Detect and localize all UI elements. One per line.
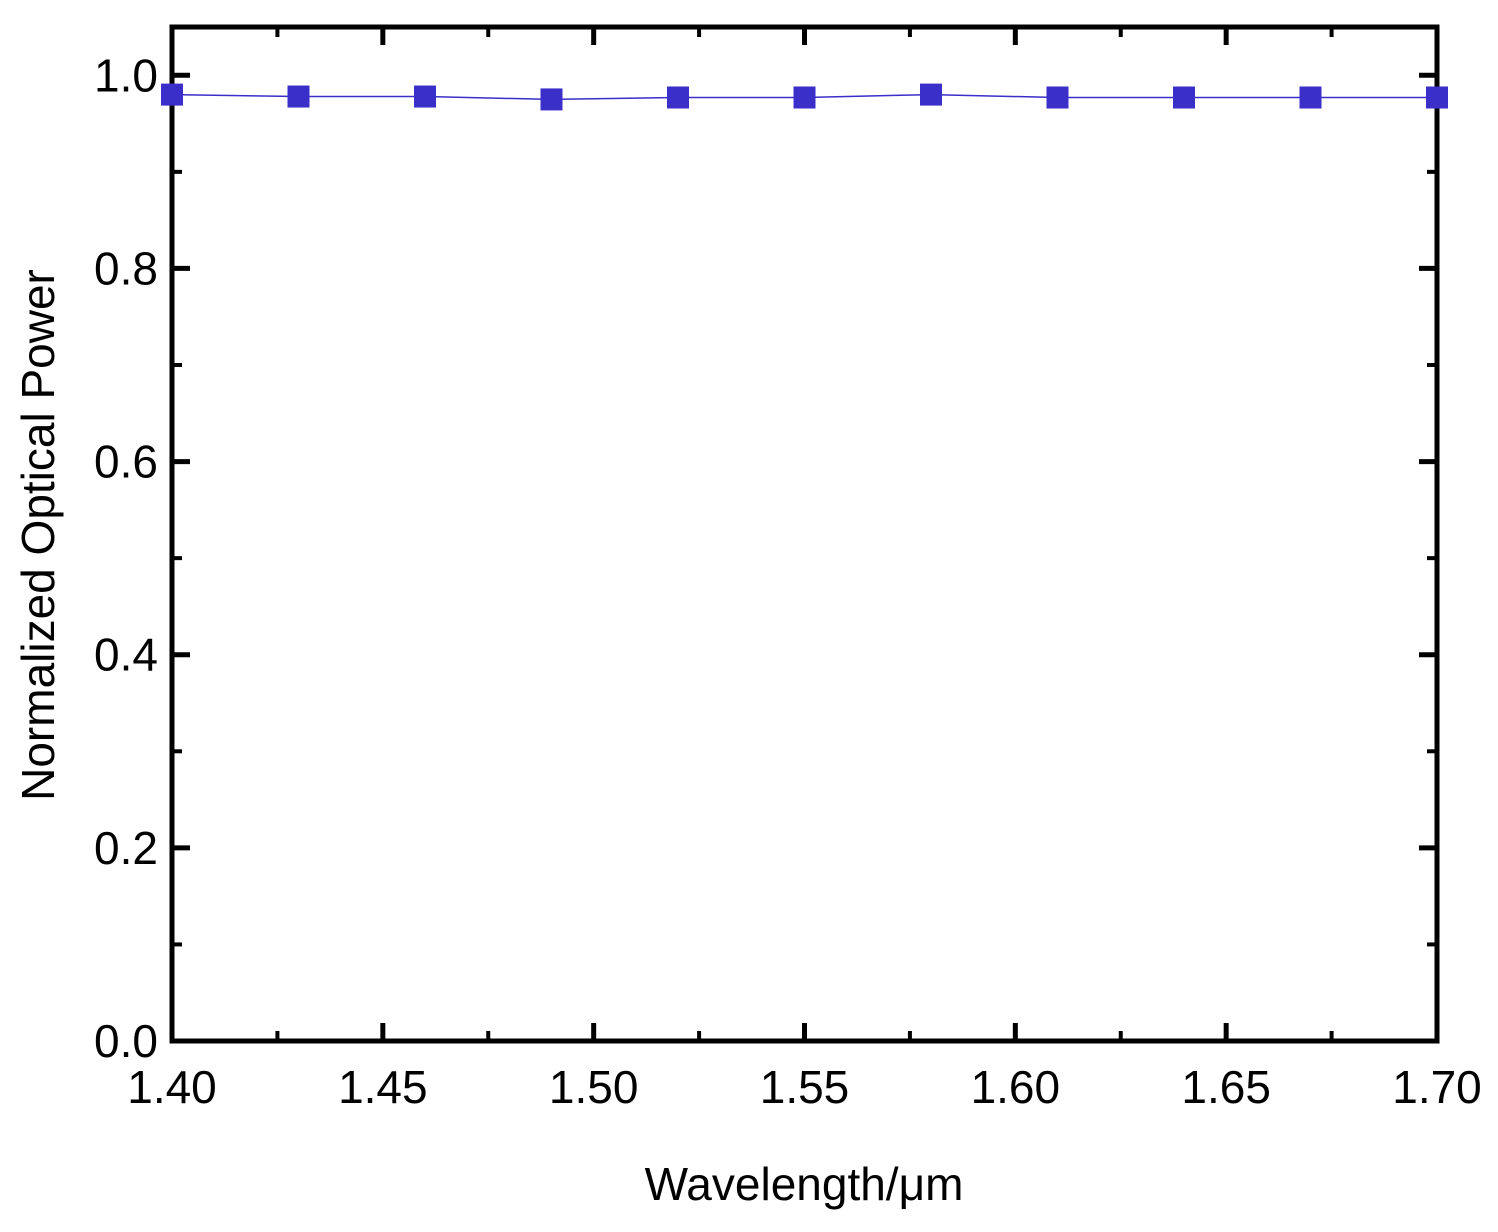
x-tick-label: 1.60 bbox=[971, 1061, 1061, 1113]
y-tick-label: 0.6 bbox=[94, 436, 158, 488]
marker bbox=[1426, 86, 1448, 109]
marker bbox=[920, 83, 942, 106]
marker bbox=[1046, 86, 1069, 109]
y-tick-label: 0.0 bbox=[94, 1015, 158, 1067]
y-tick-label: 1.0 bbox=[94, 49, 158, 101]
x-tick-label: 1.70 bbox=[1392, 1061, 1482, 1113]
x-tick-label: 1.40 bbox=[127, 1061, 217, 1113]
y-axis-label: Normalized Optical Power bbox=[12, 269, 64, 801]
y-tick-label: 0.8 bbox=[94, 242, 158, 294]
x-tick-label: 1.65 bbox=[1181, 1061, 1271, 1113]
x-tick-label: 1.55 bbox=[760, 1061, 850, 1113]
marker bbox=[414, 85, 436, 108]
marker bbox=[793, 86, 816, 109]
marker bbox=[540, 88, 563, 111]
marker bbox=[1299, 86, 1322, 109]
marker bbox=[1173, 86, 1195, 109]
x-tick-label: 1.50 bbox=[549, 1061, 639, 1113]
marker bbox=[161, 83, 183, 106]
y-tick-label: 0.4 bbox=[94, 629, 158, 681]
marker bbox=[287, 85, 310, 108]
x-axis-label: Wavelength/μm bbox=[645, 1158, 964, 1210]
plot-frame bbox=[169, 24, 1440, 1044]
marker bbox=[667, 86, 689, 109]
y-tick-label: 0.2 bbox=[94, 822, 158, 874]
x-tick-label: 1.45 bbox=[338, 1061, 428, 1113]
